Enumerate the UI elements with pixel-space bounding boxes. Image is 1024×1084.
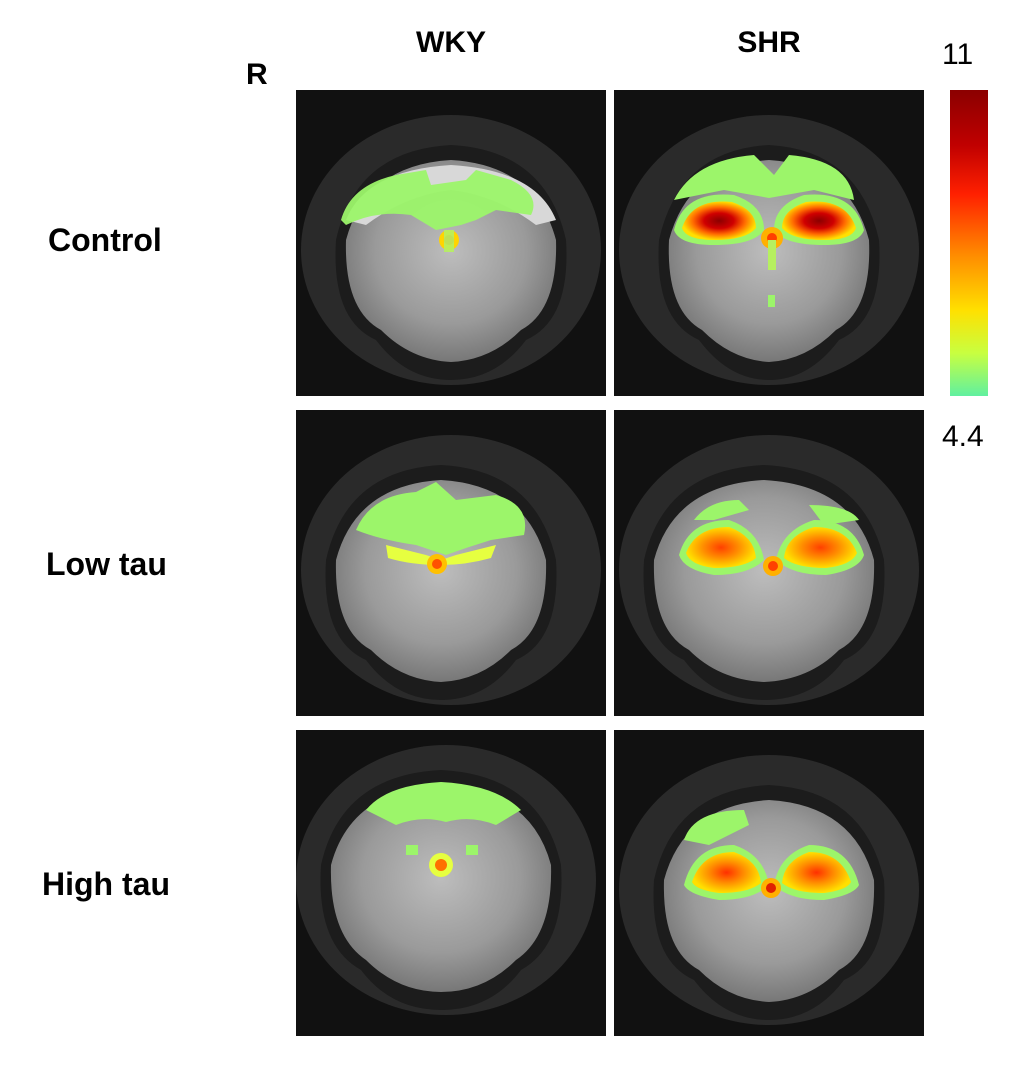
brain-panel-high-tau-wky <box>296 730 606 1036</box>
row-label-control: Control <box>48 222 162 258</box>
row-label-low-tau: Low tau <box>46 546 167 582</box>
colorbar-max-label: 11 <box>942 38 974 71</box>
colorbar-min-label: 4.4 <box>942 420 984 453</box>
brain-panel-low-tau-shr <box>614 410 924 716</box>
column-header-wky: WKY <box>416 26 486 59</box>
brain-panel-low-tau-wky <box>296 410 606 716</box>
orientation-label: R <box>246 58 268 91</box>
brain-panel-high-tau-shr <box>614 730 924 1036</box>
column-header-shr: SHR <box>737 26 801 59</box>
row-label-high-tau: High tau <box>42 866 170 902</box>
brain-panel-control-shr <box>614 90 924 396</box>
colorbar <box>950 90 988 396</box>
brain-panel-control-wky <box>296 90 606 396</box>
